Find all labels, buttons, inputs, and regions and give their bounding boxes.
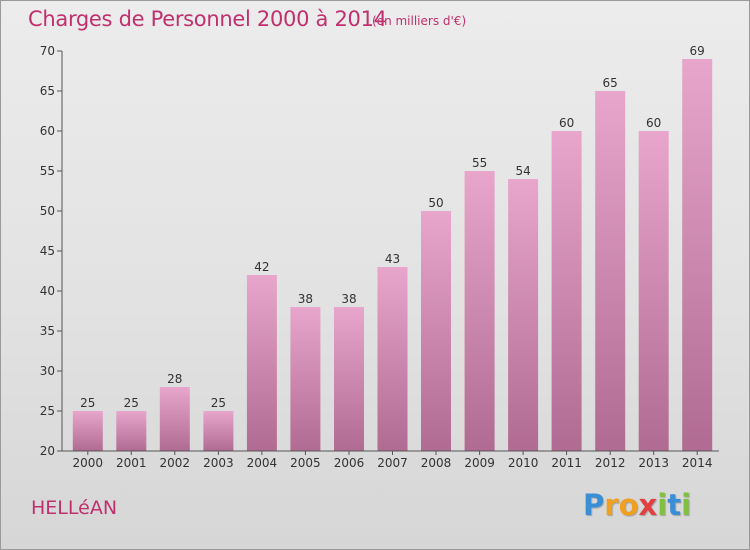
x-tick-label-2006: 2006	[334, 456, 365, 470]
x-tick-label-2005: 2005	[290, 456, 321, 470]
data-label-2011: 60	[559, 116, 574, 130]
y-tick-label-70: 70	[40, 44, 55, 58]
data-label-2008: 50	[428, 196, 443, 210]
x-tick-label-2000: 2000	[73, 456, 104, 470]
data-label-2014: 69	[690, 44, 705, 58]
chart-title: Charges de Personnel 2000 à 2014	[28, 7, 387, 31]
bar-2007	[377, 267, 408, 451]
logo-letter: P	[583, 488, 605, 522]
bar-2004	[246, 275, 277, 451]
x-tick-label-2011: 2011	[551, 456, 582, 470]
logo-letter: r	[604, 488, 619, 522]
x-tick-label-2001: 2001	[116, 456, 147, 470]
data-label-2002: 28	[167, 372, 182, 386]
bars-group	[72, 59, 713, 451]
bar-2009	[464, 171, 495, 451]
data-label-2003: 25	[211, 396, 226, 410]
y-tick-label-60: 60	[40, 124, 55, 138]
bar-2005	[290, 307, 321, 451]
data-label-2012: 65	[603, 76, 618, 90]
data-label-2009: 55	[472, 156, 487, 170]
x-tick-label-2007: 2007	[377, 456, 408, 470]
data-label-2007: 43	[385, 252, 400, 266]
x-tick-label-2012: 2012	[595, 456, 626, 470]
bar-2003	[203, 411, 234, 451]
x-tick-label-2002: 2002	[160, 456, 191, 470]
bar-2013	[638, 131, 669, 451]
logo-letter: x	[638, 488, 658, 522]
logo-letter: t	[667, 488, 682, 522]
data-label-2000: 25	[80, 396, 95, 410]
chart-subtitle: (en milliers d'€)	[372, 14, 467, 28]
data-label-2013: 60	[646, 116, 661, 130]
y-tick-label-20: 20	[40, 444, 55, 458]
x-tick-label-2009: 2009	[464, 456, 495, 470]
data-label-2005: 38	[298, 292, 313, 306]
y-tick-label-35: 35	[40, 324, 55, 338]
data-label-2001: 25	[124, 396, 139, 410]
bar-2010	[508, 179, 539, 451]
x-tick-label-2004: 2004	[247, 456, 278, 470]
bar-2006	[334, 307, 364, 451]
y-tick-label-50: 50	[40, 204, 55, 218]
data-label-2010: 54	[515, 164, 530, 178]
bar-2001	[116, 411, 147, 451]
bar-2002	[159, 387, 190, 451]
bar-2000	[72, 411, 103, 451]
bar-2008	[421, 211, 451, 451]
x-tick-label-2013: 2013	[638, 456, 669, 470]
logo-letter: o	[618, 488, 639, 522]
logo-letter: i	[657, 488, 668, 522]
labels-group: 25 2000 25 2001 28 2002 25 2003 42 2004 38 2005 38 20…	[40, 44, 713, 470]
y-tick-label-45: 45	[40, 244, 55, 258]
x-tick-label-2014: 2014	[682, 456, 713, 470]
axes-group	[57, 50, 719, 455]
y-tick-label-25: 25	[40, 404, 55, 418]
x-tick-label-2010: 2010	[508, 456, 539, 470]
bar-2014	[682, 59, 713, 451]
y-tick-label-55: 55	[40, 164, 55, 178]
y-tick-label-30: 30	[40, 364, 55, 378]
x-tick-label-2008: 2008	[421, 456, 452, 470]
y-tick-label-40: 40	[40, 284, 55, 298]
y-tick-label-65: 65	[40, 84, 55, 98]
logo-letter: i	[681, 488, 692, 522]
proxiti-logo[interactable]: Proxiti	[583, 488, 691, 522]
place-name: HELLéAN	[31, 497, 118, 519]
data-label-2004: 42	[254, 260, 269, 274]
data-label-2006: 38	[341, 292, 356, 306]
bar-2011	[551, 131, 582, 451]
x-tick-label-2003: 2003	[203, 456, 234, 470]
bar-2012	[595, 91, 626, 451]
